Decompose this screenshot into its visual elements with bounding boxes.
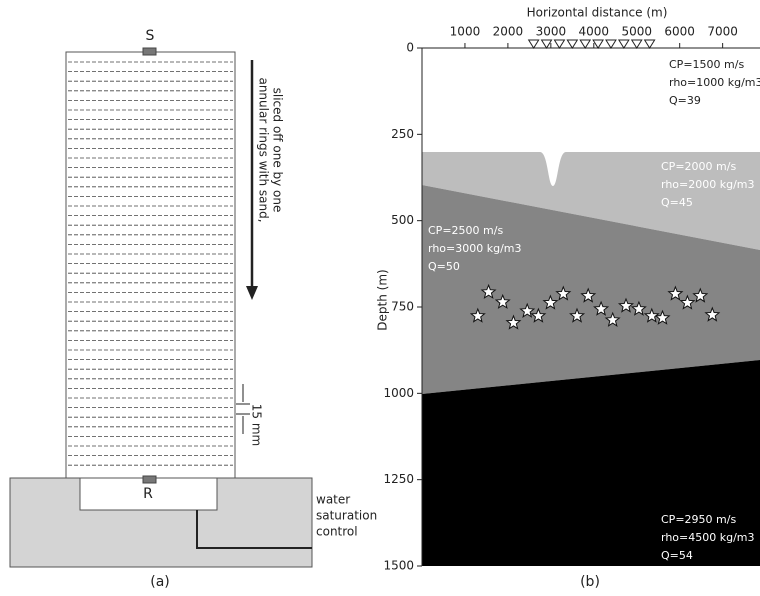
y-tick-label: 1500 [383, 559, 414, 573]
receiver [605, 39, 617, 49]
layer-label: rho=3000 kg/m3 [428, 242, 522, 255]
y-axis-label: Depth (m) [376, 269, 390, 330]
arrow-text: sliced off one by one [271, 88, 285, 213]
label-s: S [146, 28, 155, 44]
source [654, 309, 671, 325]
y-tick-label: 1250 [383, 472, 414, 486]
water-label: saturation [316, 509, 377, 523]
x-axis-label: Horizontal distance (m) [527, 6, 668, 20]
x-tick-label: 1000 [450, 25, 481, 39]
receiver [540, 39, 553, 49]
receiver-chamber [79, 477, 218, 511]
source [692, 287, 709, 303]
source [530, 307, 547, 323]
receiver [579, 39, 592, 49]
receiver [553, 39, 566, 49]
source [679, 294, 696, 310]
layer-label: Q=50 [428, 260, 460, 273]
sensor-r [142, 475, 157, 484]
x-tick-label: 7000 [707, 25, 738, 39]
x-tick-label: 2000 [493, 25, 524, 39]
layer-label: rho=4500 kg/m3 [661, 531, 755, 544]
label-r: R [143, 486, 153, 502]
x-tick-label: 3000 [536, 25, 567, 39]
water-label: control [316, 525, 358, 539]
y-tick-label: 500 [391, 213, 414, 227]
water-label: water [316, 493, 350, 507]
pipe [196, 510, 312, 549]
layer-label: Q=54 [661, 549, 693, 562]
layer-2 [422, 152, 760, 250]
layer-3 [422, 185, 760, 394]
x-tick-label: 5000 [621, 25, 652, 39]
source [667, 285, 684, 301]
receiver [617, 39, 630, 49]
x-tick-label: 4000 [579, 25, 610, 39]
ring-lines [68, 61, 233, 466]
y-tick-label: 0 [406, 41, 414, 55]
receiver [630, 39, 643, 49]
source [505, 314, 522, 330]
source [480, 283, 497, 299]
source [593, 300, 610, 316]
receiver [643, 39, 656, 49]
source [617, 297, 635, 313]
caption: (a) [150, 574, 170, 590]
layer-4 [422, 360, 760, 566]
source [580, 287, 597, 303]
receiver [592, 39, 604, 49]
layer-label: CP=2950 m/s [661, 513, 736, 526]
arrow-head [246, 286, 258, 300]
source [569, 307, 586, 323]
layer-label: rho=2000 kg/m3 [661, 178, 755, 191]
layer-label: rho=1000 kg/m3 [669, 76, 760, 89]
sand-column [65, 51, 236, 479]
source [604, 311, 621, 327]
source [643, 307, 660, 323]
caption: (b) [580, 574, 600, 590]
source [630, 300, 647, 316]
layer-label: CP=1500 m/s [669, 58, 744, 71]
sensor-s [142, 47, 157, 56]
layer-label: Q=39 [669, 94, 701, 107]
source [542, 294, 559, 310]
y-tick-label: 750 [391, 300, 414, 314]
source [555, 285, 572, 301]
layer-label: Q=45 [661, 196, 693, 209]
layer-label: CP=2000 m/s [661, 160, 736, 173]
source [704, 306, 721, 322]
receiver [566, 39, 579, 49]
receiver [527, 39, 540, 49]
layer-label: CP=2500 m/s [428, 224, 503, 237]
x-tick-label: 6000 [664, 25, 695, 39]
y-tick-label: 1000 [383, 386, 414, 400]
y-tick-label: 250 [391, 127, 414, 141]
source [519, 302, 536, 318]
dimension: 15 mm [250, 404, 264, 446]
source [494, 293, 511, 309]
arrow-text: annular rings with sand, [257, 77, 271, 222]
source [469, 307, 486, 323]
